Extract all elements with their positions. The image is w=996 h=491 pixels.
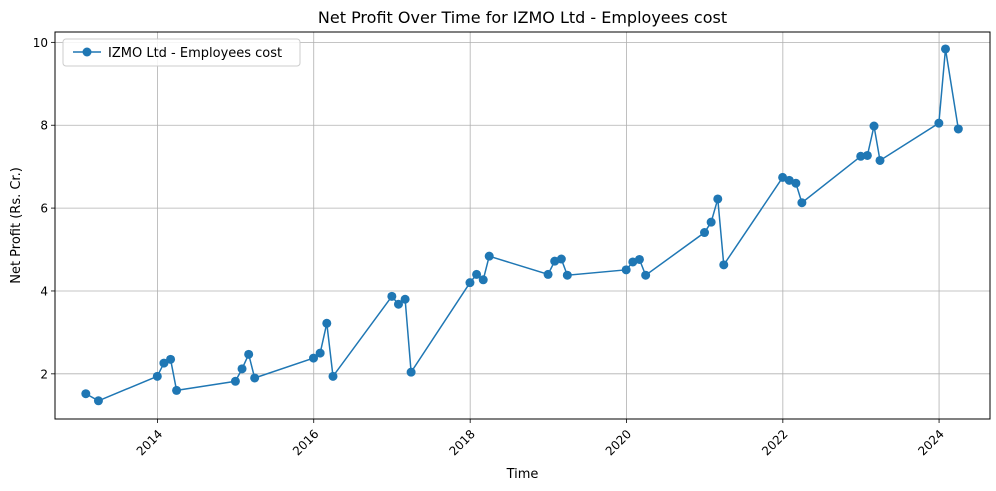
- grid: [55, 32, 990, 419]
- data-point: [484, 251, 494, 261]
- legend: IZMO Ltd - Employees cost: [62, 38, 301, 67]
- data-point: [556, 254, 566, 264]
- data-point: [713, 194, 723, 204]
- data-point: [934, 118, 944, 128]
- data-point: [237, 364, 247, 374]
- x-tick-label: 2020: [603, 427, 634, 458]
- x-tick-label: 2024: [915, 427, 946, 458]
- data-point: [393, 299, 403, 309]
- data-point: [700, 228, 710, 238]
- data-point: [953, 124, 963, 134]
- data-point: [562, 270, 572, 280]
- y-tick-label: 10: [33, 36, 48, 50]
- data-point: [543, 269, 553, 279]
- data-point: [791, 178, 801, 188]
- x-tick-label: 2022: [759, 427, 790, 458]
- data-point: [166, 354, 176, 364]
- data-point: [472, 269, 482, 279]
- data-point: [315, 348, 325, 358]
- data-point: [93, 396, 103, 406]
- x-axis-label: Time: [506, 467, 539, 482]
- y-tick-label: 2: [40, 367, 48, 381]
- x-tick-label: 2018: [446, 427, 477, 458]
- data-point: [152, 371, 162, 381]
- series-layer: [81, 44, 963, 406]
- data-point: [172, 385, 182, 395]
- data-point: [250, 373, 260, 383]
- legend-box: [62, 38, 301, 67]
- data-point: [478, 275, 488, 285]
- data-point: [81, 389, 91, 399]
- data-point: [869, 121, 879, 131]
- data-point: [322, 318, 332, 328]
- chart-title: Net Profit Over Time for IZMO Ltd - Empl…: [318, 8, 727, 27]
- data-point: [875, 155, 885, 165]
- plot-area: [54, 31, 991, 420]
- data-point: [230, 376, 240, 386]
- data-point: [400, 294, 410, 304]
- data-point: [387, 291, 397, 301]
- data-point: [797, 198, 807, 208]
- data-point: [328, 371, 338, 381]
- legend-marker-swatch: [82, 47, 92, 57]
- y-tick-label: 6: [40, 202, 48, 216]
- data-point: [244, 349, 254, 359]
- data-point: [940, 44, 950, 54]
- y-tick-label: 4: [40, 284, 48, 298]
- data-point: [706, 217, 716, 227]
- axes: 2014 2016 2018 2020 2022 2024 2 4 6 8 10: [33, 36, 947, 459]
- x-tick-label: 2014: [134, 427, 165, 458]
- series-line: [85, 48, 960, 402]
- y-tick-label: 8: [40, 119, 48, 133]
- legend-label: IZMO Ltd - Employees cost: [108, 46, 282, 61]
- data-point: [406, 367, 416, 377]
- data-point: [465, 278, 475, 288]
- y-axis-label: Net Profit (Rs. Cr.): [9, 167, 24, 284]
- data-point: [719, 260, 729, 270]
- data-point: [621, 265, 631, 275]
- data-point: [309, 353, 319, 363]
- data-point: [641, 270, 651, 280]
- x-tick-label: 2016: [290, 427, 321, 458]
- data-point: [634, 254, 644, 264]
- data-point: [856, 151, 866, 161]
- data-point: [159, 358, 169, 368]
- data-point: [862, 150, 872, 160]
